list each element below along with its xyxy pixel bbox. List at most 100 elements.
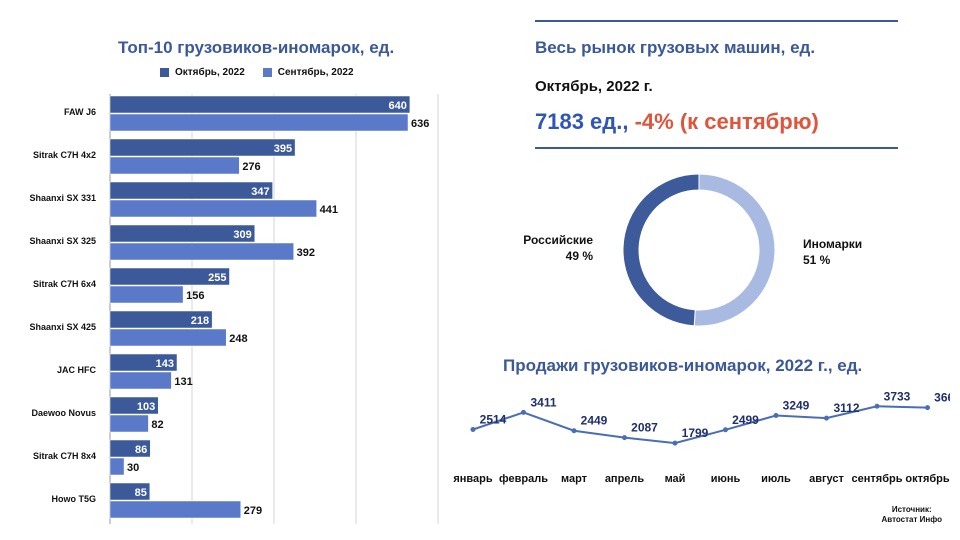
data-label-september: 441: [320, 204, 338, 216]
data-label-september: 156: [186, 290, 204, 302]
bar-faw-j6-september: [109, 113, 409, 132]
bar-legend: Октябрь, 2022 Сентябрь, 2022: [160, 67, 372, 78]
data-label-october: 255: [208, 272, 226, 284]
sales-value-label: 2499: [732, 413, 759, 427]
month-label: февраль: [499, 473, 548, 485]
donut-chart: Российские 49 % Иномарки 51 %: [523, 173, 862, 327]
sales-point-7: [824, 415, 829, 421]
category-label-howo-t5g: Howo T5G: [52, 494, 97, 504]
top-rule: [535, 20, 898, 22]
bar-daewoo-novus-october: [109, 396, 159, 415]
slice-label-foreign: Иномарки: [803, 237, 862, 251]
sales-value-label: 3411: [530, 395, 556, 409]
month-label: август: [809, 473, 844, 485]
sales-value-label: 3249: [783, 398, 810, 412]
slice-label-russian: Российские: [523, 233, 593, 247]
bar-sitrak-c7h-4x2-september: [109, 156, 240, 175]
bar-sitrak-c7h-8x4-october: [109, 439, 151, 458]
category-label-sitrak-c7h-8x4: Sitrak C7H 8x4: [33, 451, 96, 461]
data-label-september: 248: [229, 333, 247, 345]
line-chart-title: Продажи грузовиков-иномарок, 2022 г., ед…: [503, 356, 863, 375]
data-label-september: 279: [244, 505, 262, 517]
source-value: Автостат Инфо: [881, 515, 942, 524]
bar-sitrak-c7h-4x2-october: [109, 138, 296, 157]
bar-shaanxi-sx-425-october: [109, 310, 213, 329]
sales-value-label: 3112: [833, 401, 859, 415]
data-label-october: 86: [135, 444, 147, 456]
data-label-october: 640: [389, 100, 407, 112]
category-label-daewoo-novus: Daewoo Novus: [31, 408, 96, 418]
sales-value-label: 2449: [581, 414, 608, 428]
data-label-october: 143: [156, 358, 174, 370]
legend-label-september: Сентябрь, 2022: [277, 67, 354, 78]
legend-item-september: Сентябрь, 2022: [262, 67, 354, 78]
month-label: январь: [453, 473, 493, 485]
data-label-october: 218: [191, 315, 209, 327]
bar-shaanxi-sx-425-september: [109, 328, 227, 347]
sales-point-5: [723, 427, 728, 433]
bar-sitrak-c7h-6x4-october: [109, 267, 230, 286]
data-label-september: 392: [297, 247, 315, 259]
data-label-october: 309: [233, 229, 251, 241]
slice-percent-foreign: 51 %: [803, 253, 831, 267]
bar-chart: FAW J6 640 636 Sitrak C7H 4x2 395 276 Shaanxi …: [29, 94, 439, 524]
market-change: -4% (к сентябрю): [634, 109, 819, 134]
month-label: март: [561, 473, 588, 485]
bar-jac-hfc-september: [109, 371, 172, 390]
legend-swatch-september: [262, 68, 272, 77]
data-label-september: 131: [174, 376, 192, 388]
bar-shaanxi-sx-325-october: [109, 224, 256, 243]
sales-value-label: 2087: [631, 421, 658, 435]
category-label-sitrak-c7h-4x2: Sitrak C7H 4x2: [33, 150, 96, 160]
bar-chart-title: Топ-10 грузовиков-иномарок, ед.: [118, 38, 395, 57]
bar-jac-hfc-october: [109, 353, 178, 372]
month-label: июль: [761, 473, 791, 485]
bar-sitrak-c7h-8x4-september: [109, 457, 125, 476]
summary-rule: [535, 147, 898, 149]
sales-point-3: [622, 435, 627, 441]
sales-point-8: [874, 403, 880, 409]
data-label-october: 103: [137, 401, 155, 413]
bar-howo-t5g-october: [109, 482, 151, 501]
sales-point-1: [521, 409, 526, 415]
slice-percent-russian: 49 %: [566, 249, 594, 263]
bar-sitrak-c7h-6x4-september: [109, 285, 184, 304]
donut-slice-foreign: [693, 173, 776, 327]
line-chart: 2514 январь 3411 февраль 2449 март 2087 апрель 1…: [453, 389, 950, 485]
market-subtitle: Октябрь, 2022 г.: [535, 78, 653, 95]
bar-faw-j6-october: [109, 95, 411, 114]
legend-label-october: Октябрь, 2022: [175, 67, 245, 78]
bar-shaanxi-sx-331-september: [109, 199, 317, 218]
market-title: Весь рынок грузовых машин, ед.: [535, 38, 816, 57]
category-label-faw-j6: FAW J6: [64, 107, 96, 117]
bar-shaanxi-sx-325-september: [109, 242, 294, 261]
sales-point-2: [571, 428, 577, 434]
month-label: май: [665, 473, 686, 485]
data-label-october: 347: [251, 186, 269, 198]
category-label-shaanxi-sx-325: Shaanxi SX 325: [29, 236, 96, 246]
sales-point-9: [925, 405, 930, 411]
donut-slice-russian: [622, 173, 700, 327]
sales-point-4: [672, 440, 678, 446]
data-label-september: 636: [411, 118, 429, 130]
month-label: июнь: [711, 473, 741, 485]
bar-howo-t5g-september: [109, 500, 241, 519]
sales-value-label: 3733: [884, 389, 911, 403]
bar-daewoo-novus-september: [109, 414, 149, 433]
sales-line: [472, 405, 928, 445]
legend-item-october: Октябрь, 2022: [160, 67, 245, 78]
category-label-sitrak-c7h-6x4: Sitrak C7H 6x4: [33, 279, 96, 289]
market-summary: 7183 ед., -4% (к сентябрю): [535, 109, 819, 135]
sales-value-label: 1799: [682, 426, 709, 440]
category-label-jac-hfc: JAC HFC: [57, 365, 97, 375]
category-label-shaanxi-sx-425: Shaanxi SX 425: [29, 322, 96, 332]
data-label-october: 395: [274, 143, 292, 155]
data-label-october: 85: [135, 487, 147, 499]
category-label-shaanxi-sx-331: Shaanxi SX 331: [29, 193, 96, 203]
sales-value-label: 3660: [934, 391, 950, 405]
data-label-september: 30: [127, 462, 139, 474]
data-label-september: 276: [242, 161, 260, 173]
sales-point-6: [773, 412, 779, 418]
month-label: сентябрь: [852, 473, 903, 485]
legend-swatch-october: [160, 68, 169, 77]
